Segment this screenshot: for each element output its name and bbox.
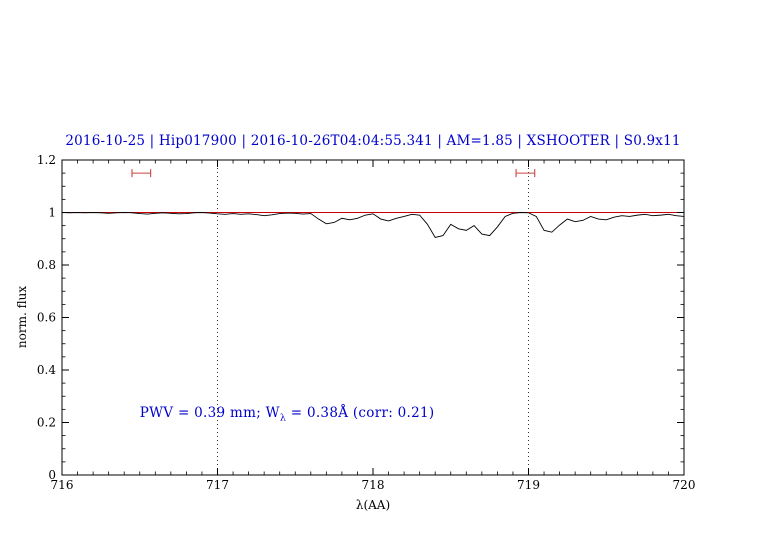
pwv-annotation-suffix: = 0.38Å (corr: 0.21) (286, 404, 435, 421)
y-tick-label: 0 (48, 468, 56, 482)
x-tick-label: 716 (51, 478, 74, 492)
spectrum-line (61, 212, 685, 238)
y-tick-label: 1 (48, 206, 56, 220)
x-axis-label: λ(AA) (355, 498, 391, 512)
x-tick-label: 720 (673, 478, 696, 492)
y-tick-label: 1.2 (37, 153, 56, 167)
y-tick-label: 0.4 (37, 363, 56, 377)
y-tick-label: 0.2 (37, 416, 56, 430)
y-tick-label: 0.8 (37, 258, 56, 272)
pwv-annotation-sub: λ (279, 412, 287, 424)
y-tick-label: 0.6 (37, 311, 56, 325)
x-tick-label: 718 (362, 478, 385, 492)
pwv-annotation-prefix: PWV = 0.39 mm; W (139, 404, 280, 421)
pwv-annotation: PWV = 0.39 mm; Wλ = 0.38Å (corr: 0.21) (140, 405, 435, 424)
axes-box (61, 159, 685, 476)
plot-title: 2016-10-25 | Hip017900 | 2016-10-26T04:0… (65, 133, 681, 149)
x-tick-label: 717 (206, 478, 229, 492)
x-tick-label: 719 (517, 478, 540, 492)
